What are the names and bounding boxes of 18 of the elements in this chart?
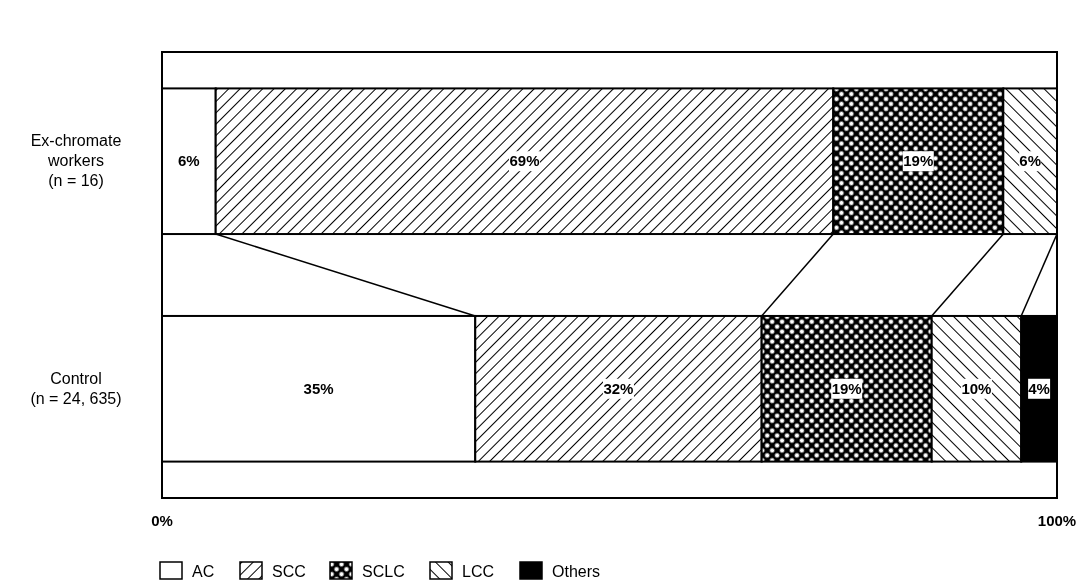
y-tick-label: Control (n = 24, 635) <box>30 369 122 407</box>
x-tick-label: 0% <box>151 512 173 529</box>
x-tick-label: 100% <box>1037 512 1077 529</box>
data-label: 35% <box>303 379 334 397</box>
data-label: 32% <box>603 379 634 397</box>
legend-label: Others <box>552 563 601 580</box>
legend-label: AC <box>192 563 215 580</box>
y-tick-label: Ex-chromate workers (n = 16) <box>30 132 122 190</box>
data-label: 4% <box>1028 379 1050 397</box>
data-label: 6% <box>178 152 200 170</box>
legend-label: SCC <box>272 563 306 580</box>
legend-label: LCC <box>462 563 495 580</box>
data-label: 19% <box>831 379 862 397</box>
legend-label: SCLC <box>362 563 405 580</box>
data-label: 10% <box>961 379 992 397</box>
data-label: 69% <box>509 152 540 170</box>
data-label: 6% <box>1019 152 1041 170</box>
data-label: 19% <box>903 152 934 170</box>
